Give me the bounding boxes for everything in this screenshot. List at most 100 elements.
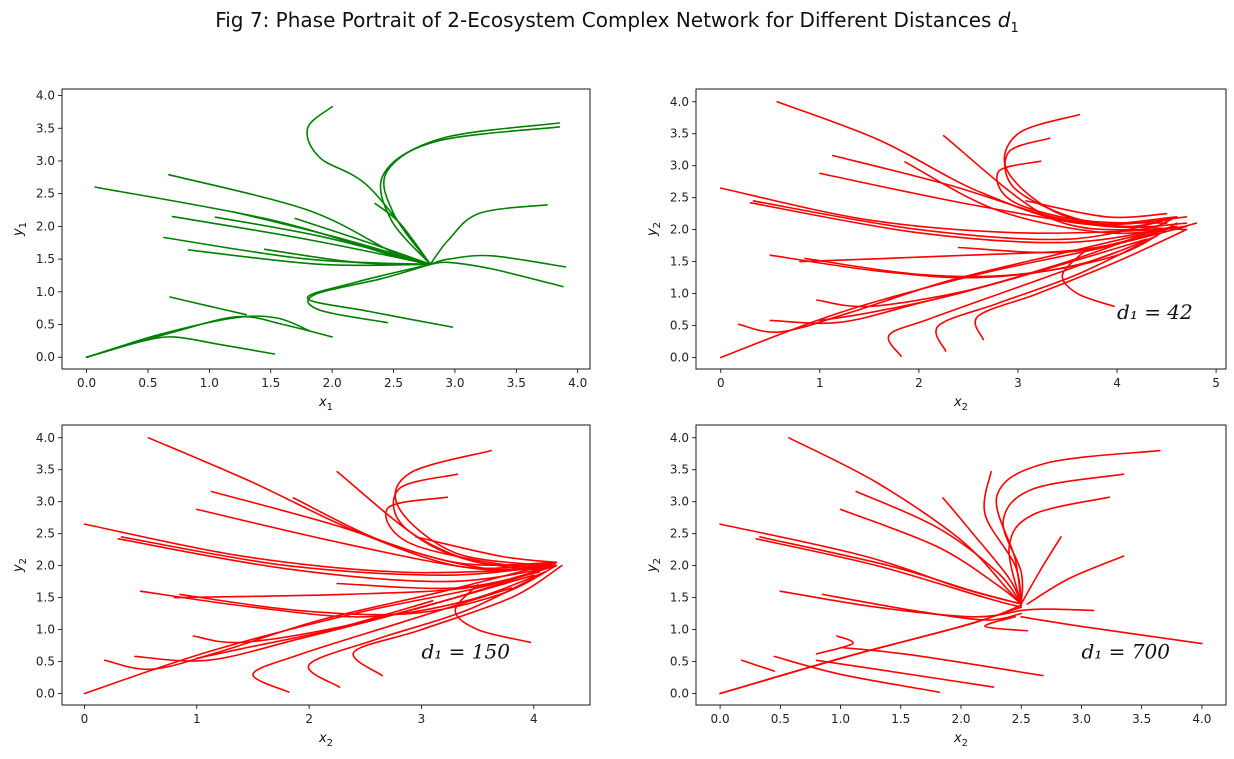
y-tick-label: 0.5 <box>670 655 689 669</box>
x-tick-label: 3.0 <box>445 376 464 390</box>
series-line-20 <box>773 655 941 693</box>
series-line-22 <box>935 235 1158 352</box>
series-line-12 <box>294 217 432 266</box>
series-line-12 <box>1026 555 1125 605</box>
series-line-9 <box>171 215 432 266</box>
series-line-8 <box>995 449 1161 605</box>
x-axis-label: x2 <box>953 395 968 413</box>
series-line-2 <box>379 126 561 266</box>
series-line-3 <box>429 204 548 266</box>
series-line-19 <box>85 315 333 358</box>
series-line-6 <box>942 497 1022 605</box>
series-line-13 <box>1020 616 1203 645</box>
y-tick-label: 0.0 <box>670 350 689 364</box>
series-line-8 <box>394 449 546 567</box>
x-tick-label: 0 <box>81 712 89 726</box>
x-tick-label: 2 <box>305 712 313 726</box>
series-line-16 <box>306 263 454 328</box>
x-tick-label: 2 <box>915 376 923 390</box>
x-tick-label: 3.5 <box>507 376 526 390</box>
series-line-11 <box>415 536 558 564</box>
x-tick-label: 3 <box>418 712 426 726</box>
panel-bottom-right: 0.0 0.5 1.0 1.5 2.0 2.5 3.0 3.5 4.0 0.0 0.5 1.0 1.5 2… <box>645 424 1227 749</box>
x-tick-label: 5 <box>1212 376 1220 390</box>
y-tick-label: 0.5 <box>670 319 689 333</box>
y-tick-label: 2.0 <box>670 223 689 237</box>
series-line-21 <box>85 336 276 358</box>
x-tick-label: 4.0 <box>1192 712 1211 726</box>
series-line-11 <box>1020 536 1062 605</box>
series-line-7 <box>292 497 558 571</box>
x-tick-label: 0.5 <box>138 376 157 390</box>
x-tick-label: 0 <box>717 376 725 390</box>
x-tick-label: 1.5 <box>261 376 280 390</box>
y-tick-label: 4.0 <box>670 431 689 445</box>
series-line-5 <box>429 254 567 268</box>
y-tick-label: 2.5 <box>670 527 689 541</box>
series-line-7 <box>904 161 1188 235</box>
x-axis-label: x1 <box>318 395 333 413</box>
series-line-12 <box>769 235 1158 279</box>
y-axis-label: y1 <box>11 222 29 237</box>
y-tick-label: 3.0 <box>36 154 55 168</box>
series-line-2 <box>819 172 1188 229</box>
y-tick-label: 1.0 <box>670 287 689 301</box>
series-line-19 <box>815 659 995 688</box>
y-tick-label: 0.5 <box>36 318 55 332</box>
figure-title-symbol: d1 <box>998 8 1019 36</box>
series-line-9 <box>1004 137 1188 226</box>
x-tick-label: 1.0 <box>831 712 850 726</box>
y-tick-label: 3.5 <box>670 127 689 141</box>
axes-frame <box>61 424 591 706</box>
y-tick-label: 2.0 <box>36 559 55 573</box>
series-line-6 <box>429 261 564 288</box>
y-tick-label: 1.0 <box>36 285 55 299</box>
series-group <box>719 437 1203 695</box>
series-line-22 <box>815 635 854 655</box>
series-line-1 <box>210 490 558 567</box>
x-tick-label: 2.0 <box>951 712 970 726</box>
series-line-4 <box>759 536 1022 605</box>
series-line-17 <box>769 238 1148 325</box>
y-tick-label: 1.5 <box>670 591 689 605</box>
series-line-18 <box>85 315 311 358</box>
x-axis-label: x2 <box>318 731 333 749</box>
panel-top-right: 0 1 2 3 4 5 0.0 0.5 1.0 1.5 2.0 2.5 3.0 3.5 4.0 x2 y2 d₁ … <box>645 88 1227 413</box>
series-line-4 <box>120 536 552 576</box>
figure-title-symbol-subscript: 1 <box>1010 21 1019 36</box>
distance-annotation: d₁ = 700 <box>1081 639 1170 663</box>
y-tick-label: 3.5 <box>36 463 55 477</box>
y-tick-label: 3.0 <box>670 495 689 509</box>
y-tick-label: 1.0 <box>36 623 55 637</box>
series-line-16 <box>821 593 1022 621</box>
series-line-14 <box>1020 608 1095 612</box>
x-axis-label: x2 <box>953 731 968 749</box>
y-tick-label: 1.5 <box>36 252 55 266</box>
distance-annotation: d₁ = 42 <box>1117 300 1193 324</box>
series-line-8 <box>1003 113 1168 224</box>
x-tick-label: 0.0 <box>77 376 96 390</box>
series-line-15 <box>263 248 432 266</box>
x-tick-label: 0.5 <box>771 712 790 726</box>
axes-frame <box>61 88 591 370</box>
x-tick-label: 4.0 <box>568 376 587 390</box>
panel-bottom-left: 0 1 2 3 4 0.0 0.5 1.0 1.5 2.0 2.5 3.0 3.5 4.0 x2 y2 d₁ =… <box>11 424 591 749</box>
series-line-21 <box>887 251 1118 357</box>
x-tick-label: 1 <box>193 712 201 726</box>
x-tick-label: 2.5 <box>1012 712 1031 726</box>
series-line-20 <box>1061 248 1115 308</box>
series-line-4 <box>752 200 1168 241</box>
y-tick-label: 3.5 <box>36 121 55 135</box>
series-line-10 <box>385 496 558 568</box>
series-line-12 <box>139 571 546 618</box>
series-line-10 <box>1008 496 1110 605</box>
x-tick-label: 4 <box>1113 376 1121 390</box>
series-line-13 <box>804 222 1178 278</box>
y-tick-label: 4.0 <box>670 95 689 109</box>
series-line-1 <box>855 490 1022 605</box>
x-tick-label: 4 <box>530 712 538 726</box>
series-line-5 <box>755 538 1022 608</box>
series-line-18 <box>839 646 1044 677</box>
y-tick-label: 1.0 <box>670 623 689 637</box>
